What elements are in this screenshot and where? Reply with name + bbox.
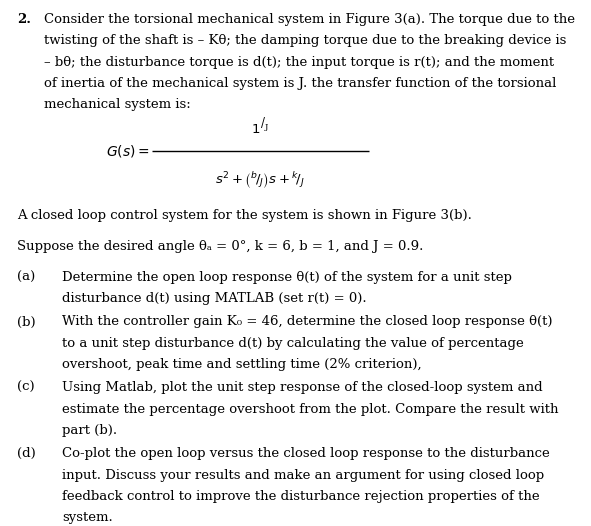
Text: (b): (b) — [17, 316, 35, 328]
Text: of inertia of the mechanical system is J. the transfer function of the torsional: of inertia of the mechanical system is J… — [44, 77, 557, 90]
Text: A closed loop control system for the system is shown in Figure 3(b).: A closed loop control system for the sys… — [17, 209, 472, 222]
Text: (d): (d) — [17, 448, 35, 460]
Text: mechanical system is:: mechanical system is: — [44, 98, 191, 111]
Text: Suppose the desired angle θₐ = 0°, k = 6, b = 1, and J = 0.9.: Suppose the desired angle θₐ = 0°, k = 6… — [17, 240, 423, 253]
Text: Determine the open loop response θ(t) of the system for a unit step: Determine the open loop response θ(t) of… — [62, 271, 512, 284]
Text: $\mathdefault{/}_{\mathdefault{J}}$: $\mathdefault{/}_{\mathdefault{J}}$ — [260, 116, 269, 134]
Text: overshoot, peak time and settling time (2% criterion),: overshoot, peak time and settling time (… — [62, 358, 421, 371]
Text: – bθ; the disturbance torque is d(t); the input torque is r(t); and the moment: – bθ; the disturbance torque is d(t); th… — [44, 56, 554, 68]
Text: input. Discuss your results and make an argument for using closed loop: input. Discuss your results and make an … — [62, 469, 544, 482]
Text: $s^2 + \left({}^{b}\!/_{J}\right)s + {}^{k}\!/_{J}$: $s^2 + \left({}^{b}\!/_{J}\right)s + {}^… — [215, 171, 305, 191]
Text: $G(s) =$: $G(s) =$ — [106, 144, 149, 159]
Text: (c): (c) — [17, 381, 34, 394]
Text: $1$: $1$ — [251, 123, 260, 136]
Text: system.: system. — [62, 511, 112, 524]
Text: With the controller gain K₀ = 46, determine the closed loop response θ(t): With the controller gain K₀ = 46, determ… — [62, 316, 553, 328]
Text: feedback control to improve the disturbance rejection properties of the: feedback control to improve the disturba… — [62, 490, 540, 503]
Text: twisting of the shaft is – Kθ; the damping torque due to the breaking device is: twisting of the shaft is – Kθ; the dampi… — [44, 34, 567, 47]
Text: disturbance d(t) using MATLAB (set r(t) = 0).: disturbance d(t) using MATLAB (set r(t) … — [62, 292, 366, 305]
Text: Co-plot the open loop versus the closed loop response to the disturbance: Co-plot the open loop versus the closed … — [62, 448, 550, 460]
Text: to a unit step disturbance d(t) by calculating the value of percentage: to a unit step disturbance d(t) by calcu… — [62, 337, 524, 350]
Text: part (b).: part (b). — [62, 424, 117, 437]
Text: 2.: 2. — [17, 13, 31, 26]
Text: Consider the torsional mechanical system in Figure 3(a). The torque due to the: Consider the torsional mechanical system… — [44, 13, 575, 26]
Text: (a): (a) — [17, 271, 35, 284]
Text: Using Matlab, plot the unit step response of the closed-loop system and: Using Matlab, plot the unit step respons… — [62, 381, 543, 394]
Text: estimate the percentage overshoot from the plot. Compare the result with: estimate the percentage overshoot from t… — [62, 403, 558, 416]
